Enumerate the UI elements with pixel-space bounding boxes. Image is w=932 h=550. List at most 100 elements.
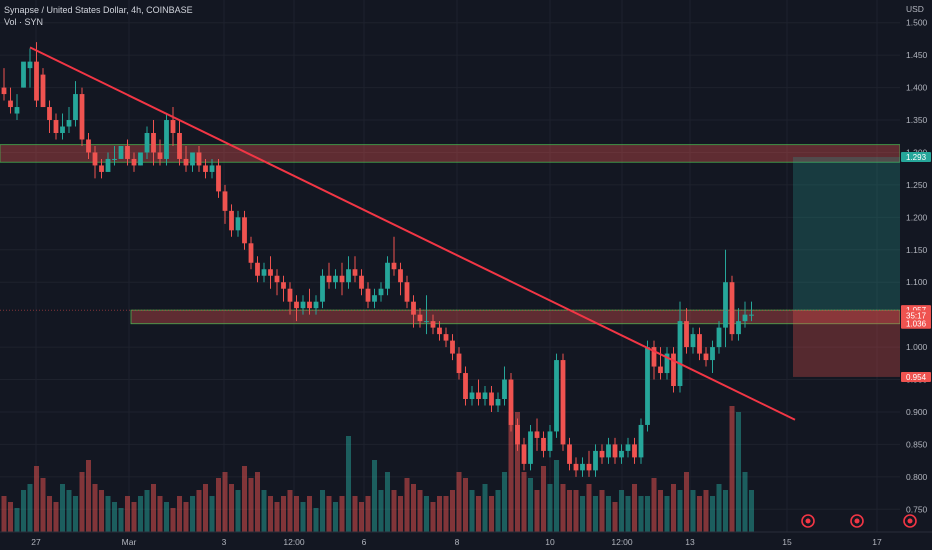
volume-bar — [417, 490, 423, 532]
candle-body — [118, 145, 124, 159]
volume-bar — [547, 484, 553, 532]
candle-body — [196, 152, 202, 166]
price-tag-label: 35:17 — [906, 311, 927, 320]
y-tick-label: 0.850 — [906, 439, 928, 449]
volume-bar — [21, 490, 26, 532]
event-marker-icon[interactable] — [903, 514, 917, 528]
candle-body — [554, 360, 559, 432]
volume-bar — [73, 496, 78, 532]
candle-body — [625, 444, 631, 451]
event-marker-icon[interactable] — [801, 514, 815, 528]
volume-bar — [1, 496, 7, 532]
candle-body — [651, 347, 657, 367]
candle-body — [365, 288, 371, 302]
candle-body — [138, 152, 143, 166]
volume-bar — [294, 496, 299, 532]
candle-body — [300, 301, 306, 309]
price-tag — [901, 310, 931, 321]
volume-bar — [671, 484, 676, 532]
volume-bar — [27, 484, 33, 532]
candle-body — [378, 288, 384, 296]
candle-body — [495, 399, 501, 406]
volume-bar — [60, 484, 65, 532]
candle-body — [710, 347, 715, 361]
candle-body — [248, 243, 254, 263]
volume-bar — [183, 502, 189, 532]
volume-bar — [404, 478, 410, 532]
y-tick-label: 1.000 — [906, 342, 928, 352]
volume-bar — [749, 490, 754, 532]
volume-bar — [300, 502, 306, 532]
candle-body — [177, 133, 182, 159]
volume-bar — [560, 484, 566, 532]
candle-body — [690, 334, 696, 348]
candle-body — [346, 269, 351, 283]
candle-body — [60, 126, 65, 133]
candle-body — [222, 191, 228, 211]
symbol-title[interactable]: Synapse / United States Dollar, 4h, COIN… — [4, 5, 193, 15]
y-tick-label: 1.100 — [906, 277, 928, 287]
y-tick-label: 0.900 — [906, 407, 928, 417]
volume-bar — [697, 496, 702, 532]
candle-body — [515, 424, 520, 445]
price-tag — [901, 371, 931, 382]
y-tick-label: 1.500 — [906, 18, 928, 28]
volume-bar — [118, 508, 124, 532]
trendline — [29, 46, 796, 421]
candle-body — [404, 282, 410, 302]
candle-body — [424, 321, 429, 323]
candle-body — [99, 165, 104, 172]
candle-body — [638, 424, 644, 458]
volume-indicator-label[interactable]: Vol · SYN — [4, 17, 44, 27]
price-tag — [901, 152, 931, 163]
candle-body — [385, 262, 390, 289]
volume-bar — [391, 490, 397, 532]
candle-body — [528, 431, 533, 464]
x-tick-label: 3 — [222, 537, 227, 547]
y-tick-label: 0.750 — [906, 504, 928, 514]
candle-body — [723, 282, 728, 328]
volume-bar — [8, 502, 13, 532]
candle-body — [352, 269, 358, 276]
volume-bar — [482, 484, 488, 532]
y-tick-label: 0.800 — [906, 472, 928, 482]
volume-bar — [203, 484, 208, 532]
event-marker-dot — [805, 518, 811, 524]
volume-bar — [359, 502, 364, 532]
candle-body — [313, 301, 319, 309]
candle-body — [703, 353, 709, 361]
price-tag-label: 1.036 — [906, 320, 927, 329]
volume-bar — [385, 472, 390, 532]
candle-body — [307, 301, 312, 309]
volume-bar — [528, 478, 533, 532]
y-tick-label: 1.350 — [906, 115, 928, 125]
volume-bar — [352, 496, 358, 532]
volume-bar — [398, 496, 403, 532]
volume-bar — [580, 496, 585, 532]
volume-bar — [723, 490, 728, 532]
volume-bar — [157, 496, 163, 532]
volume-bar — [456, 472, 462, 532]
candle-body — [443, 334, 449, 341]
volume-bar — [53, 502, 59, 532]
candle-body — [593, 450, 598, 471]
volume-bar — [625, 496, 631, 532]
candle-body — [86, 139, 91, 153]
volume-bar — [92, 484, 98, 532]
candle-body — [333, 275, 338, 283]
volume-bar — [131, 502, 137, 532]
volume-bar — [86, 460, 91, 532]
event-marker-icon[interactable] — [850, 514, 864, 528]
volume-bar — [463, 478, 468, 532]
candle-body — [684, 321, 689, 348]
position-stop-area — [793, 310, 900, 377]
x-tick-label: Mar — [122, 537, 137, 547]
candle-body — [508, 379, 514, 425]
volume-bar — [378, 490, 384, 532]
candle-body — [417, 314, 423, 322]
candle-body — [586, 463, 592, 471]
volume-bar — [66, 490, 72, 532]
volume-bar — [567, 490, 572, 532]
volume-bar — [261, 490, 267, 532]
